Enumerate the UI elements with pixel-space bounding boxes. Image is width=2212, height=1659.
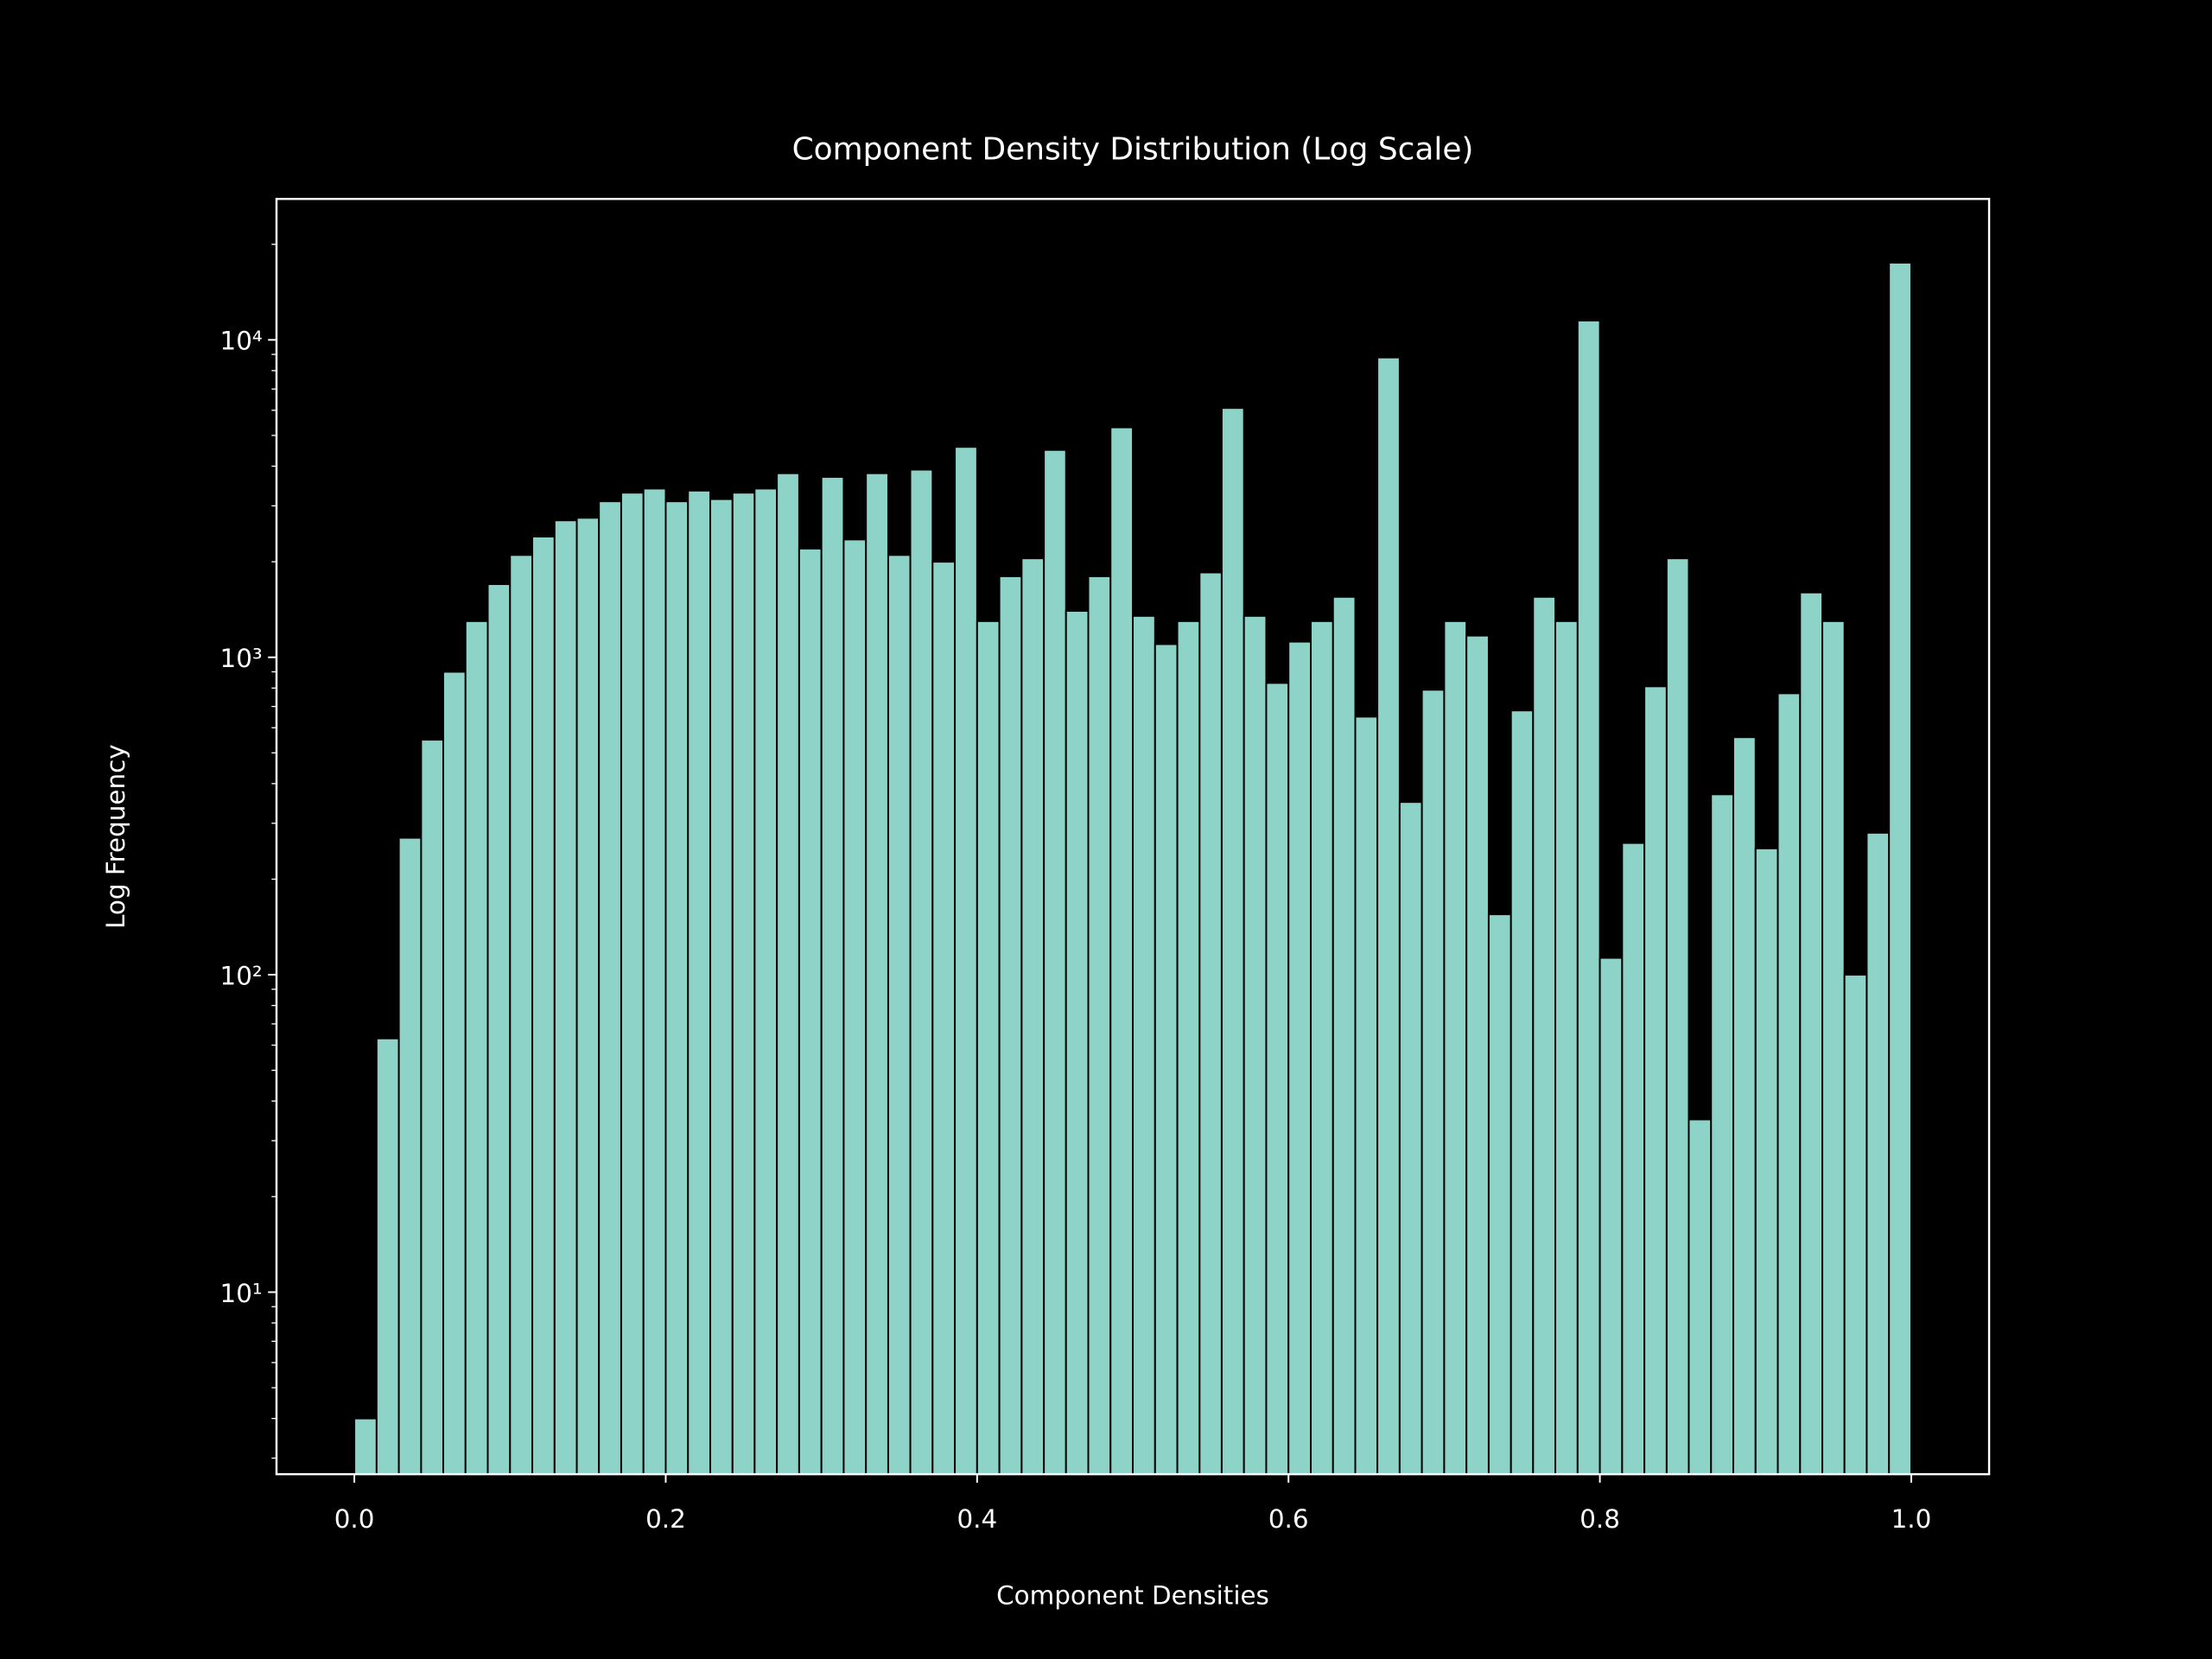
bar <box>776 472 800 1476</box>
bar <box>1309 620 1334 1476</box>
bar <box>753 487 779 1476</box>
bar <box>1132 614 1156 1476</box>
y-tick-label: 10² <box>220 961 263 990</box>
bar <box>976 620 1001 1476</box>
bar <box>509 554 534 1476</box>
bar <box>842 538 868 1476</box>
bar <box>731 492 756 1476</box>
bar <box>1332 595 1357 1476</box>
bar <box>709 498 734 1476</box>
bar <box>1487 913 1512 1476</box>
x-tick-label: 1.0 <box>1891 1504 1932 1534</box>
bar <box>1154 643 1179 1476</box>
bar <box>1710 793 1734 1476</box>
bar <box>664 500 690 1476</box>
bar <box>1243 614 1268 1476</box>
bar <box>931 561 957 1476</box>
chart-title: Component Density Distribution (Log Scal… <box>792 132 1474 168</box>
bar <box>1510 709 1535 1476</box>
bar <box>1376 356 1401 1476</box>
bar <box>1398 801 1423 1476</box>
bar <box>598 500 622 1476</box>
y-tick-label: 10⁴ <box>220 327 263 356</box>
bar <box>820 475 845 1476</box>
bar <box>1087 575 1112 1476</box>
y-axis-label: Log Frequency <box>101 744 130 929</box>
x-tick-label: 0.6 <box>1268 1504 1309 1534</box>
bar <box>1777 692 1802 1476</box>
bar <box>442 671 467 1476</box>
bar <box>575 517 601 1476</box>
bar <box>1176 620 1201 1476</box>
bar <box>553 519 578 1476</box>
bar <box>620 492 645 1476</box>
bar <box>1576 320 1601 1476</box>
bar <box>353 1417 378 1476</box>
bar <box>1532 595 1557 1476</box>
bar <box>1443 620 1468 1476</box>
plot-frame <box>275 197 1991 1476</box>
bar <box>1020 557 1046 1476</box>
bar <box>687 489 711 1476</box>
y-tick-label: 10³ <box>220 644 263 673</box>
bar <box>1843 974 1868 1476</box>
bar <box>1866 831 1891 1476</box>
y-tick-label: 10¹ <box>220 1279 263 1308</box>
bar <box>1688 1118 1713 1476</box>
bar <box>375 1037 400 1476</box>
bar <box>1554 620 1579 1476</box>
bar <box>887 554 912 1476</box>
bar <box>1799 591 1824 1476</box>
bar <box>464 620 489 1476</box>
x-tick-label: 0.8 <box>1580 1504 1620 1534</box>
x-tick-label: 0.0 <box>334 1504 375 1534</box>
bar <box>1821 620 1846 1476</box>
bar <box>420 739 444 1476</box>
bar <box>1465 634 1490 1476</box>
bar <box>865 472 889 1476</box>
bar <box>1421 689 1446 1476</box>
bar <box>397 836 423 1476</box>
bar <box>998 575 1023 1476</box>
bar <box>954 446 978 1476</box>
bar <box>1065 610 1090 1476</box>
bar <box>1665 557 1690 1476</box>
bar <box>531 536 556 1476</box>
bar <box>642 487 667 1476</box>
x-tick-label: 0.2 <box>645 1504 686 1534</box>
bar <box>1732 736 1757 1476</box>
bar <box>1109 426 1135 1476</box>
bar <box>1287 640 1312 1476</box>
x-tick-label: 0.4 <box>957 1504 997 1534</box>
x-axis-label: Component Densities <box>996 1581 1269 1611</box>
bar <box>1621 842 1646 1476</box>
bar <box>1599 957 1624 1476</box>
bar <box>1265 682 1290 1476</box>
bar <box>1354 715 1379 1476</box>
bar <box>1043 448 1067 1476</box>
bar <box>909 468 934 1476</box>
bar <box>1888 262 1912 1476</box>
bar <box>1220 407 1245 1476</box>
bar <box>1643 685 1668 1476</box>
bar <box>1754 847 1779 1476</box>
bar <box>1198 571 1223 1476</box>
bar <box>486 583 512 1476</box>
bar <box>798 547 823 1476</box>
